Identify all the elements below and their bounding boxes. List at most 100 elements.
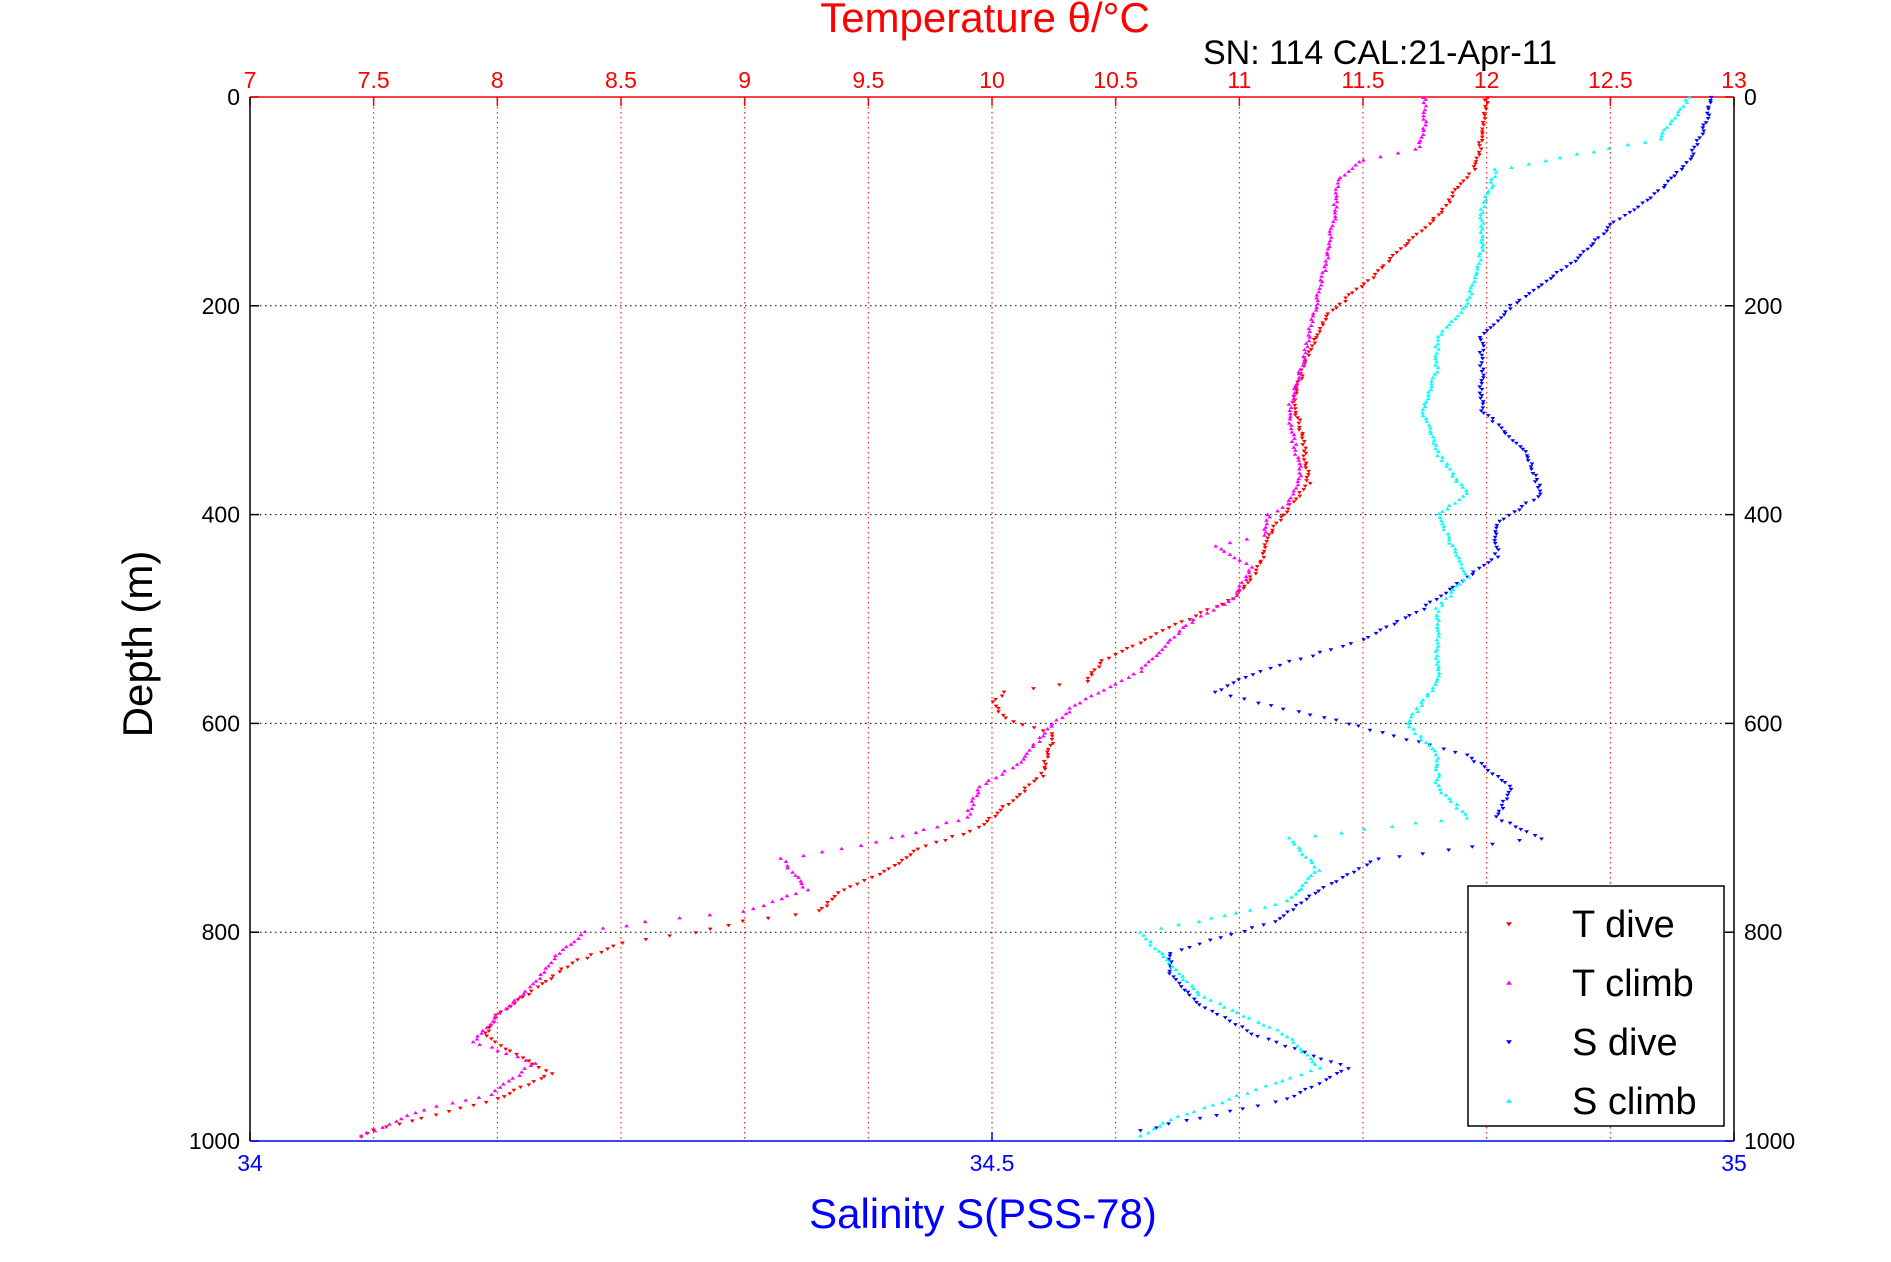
data-point	[1335, 181, 1341, 185]
data-point	[1236, 583, 1242, 588]
data-point	[1277, 663, 1283, 668]
data-point	[1476, 141, 1482, 145]
data-point	[1193, 614, 1199, 618]
data-point	[1376, 857, 1382, 861]
data-point	[1435, 338, 1441, 342]
data-point	[1477, 391, 1483, 395]
data-point	[1706, 113, 1712, 118]
data-point	[1392, 622, 1397, 627]
data-point	[1183, 623, 1189, 627]
data-point	[908, 853, 913, 857]
temperature-tick-label: 12.5	[1588, 67, 1633, 93]
data-point	[1431, 217, 1436, 221]
data-point	[1697, 136, 1703, 140]
data-point	[1588, 244, 1594, 248]
data-point	[1435, 370, 1440, 374]
data-point	[1348, 642, 1354, 646]
data-point	[1473, 160, 1479, 164]
data-point	[1308, 858, 1314, 862]
data-point	[487, 1025, 492, 1030]
data-point	[1049, 737, 1055, 742]
data-point	[539, 1077, 544, 1081]
data-point	[1049, 734, 1055, 739]
data-point	[1083, 696, 1089, 701]
data-point	[1312, 1062, 1318, 1066]
data-point	[1303, 855, 1309, 859]
data-point	[1466, 172, 1472, 176]
data-point	[582, 929, 588, 934]
data-point	[515, 1054, 521, 1059]
data-point	[1291, 489, 1297, 493]
data-point	[1446, 198, 1452, 202]
data-point	[1171, 635, 1177, 639]
data-point	[726, 923, 731, 928]
data-point	[1010, 765, 1016, 770]
data-point	[1477, 144, 1482, 148]
data-point	[1689, 155, 1695, 159]
data-point	[1050, 741, 1056, 746]
data-point	[522, 1066, 528, 1070]
data-point	[996, 706, 1001, 711]
data-point	[1478, 409, 1484, 413]
data-point	[1309, 1085, 1314, 1090]
data-point	[1298, 473, 1304, 478]
legend-box	[1467, 885, 1725, 1127]
data-point	[1249, 926, 1255, 930]
data-point	[976, 825, 982, 830]
data-point	[1474, 264, 1480, 268]
data-point	[1289, 895, 1295, 899]
data-point	[1286, 402, 1292, 406]
data-point	[1060, 715, 1065, 720]
data-point	[493, 1014, 498, 1018]
data-point	[1423, 740, 1429, 744]
data-point	[1053, 718, 1059, 722]
data-point	[1503, 310, 1508, 314]
data-point	[1287, 417, 1293, 421]
data-point	[1333, 187, 1339, 191]
data-point	[1327, 238, 1333, 243]
data-point	[1394, 251, 1400, 255]
data-point	[1421, 117, 1427, 121]
data-point	[1265, 512, 1270, 516]
data-point	[1404, 738, 1409, 742]
data-point	[1446, 541, 1452, 545]
data-point	[1419, 703, 1425, 707]
data-point	[993, 704, 999, 708]
data-point	[1330, 308, 1336, 313]
data-point	[1138, 1129, 1143, 1133]
data-point	[1097, 661, 1103, 666]
data-point	[1458, 310, 1464, 314]
data-point	[1617, 217, 1623, 221]
data-point	[1433, 446, 1439, 451]
data-point	[1434, 351, 1440, 355]
data-point	[1446, 848, 1452, 852]
data-point	[1279, 1031, 1285, 1036]
data-point	[1142, 638, 1148, 642]
data-point	[1662, 183, 1668, 188]
data-point	[1455, 313, 1461, 318]
data-point	[1241, 1014, 1246, 1018]
data-point	[1592, 238, 1598, 242]
data-point	[1077, 701, 1083, 705]
data-point	[529, 1062, 535, 1066]
data-point	[1490, 417, 1496, 421]
temperature-tick-label: 11.5	[1341, 67, 1384, 93]
data-point	[799, 881, 805, 886]
data-point	[1420, 698, 1426, 702]
data-point	[1434, 758, 1440, 763]
data-point	[1250, 673, 1256, 677]
data-point	[1480, 242, 1486, 246]
data-point	[1482, 765, 1487, 769]
data-point	[1334, 205, 1340, 209]
data-point	[1296, 375, 1302, 379]
data-point	[1436, 511, 1442, 516]
data-point	[921, 827, 927, 831]
data-point	[1496, 809, 1502, 814]
data-point	[1428, 431, 1434, 436]
data-point	[1519, 504, 1525, 509]
data-point	[1425, 396, 1431, 401]
data-point	[1293, 903, 1299, 908]
data-point	[1464, 297, 1470, 302]
data-point	[1194, 1000, 1199, 1005]
data-point	[707, 912, 713, 917]
